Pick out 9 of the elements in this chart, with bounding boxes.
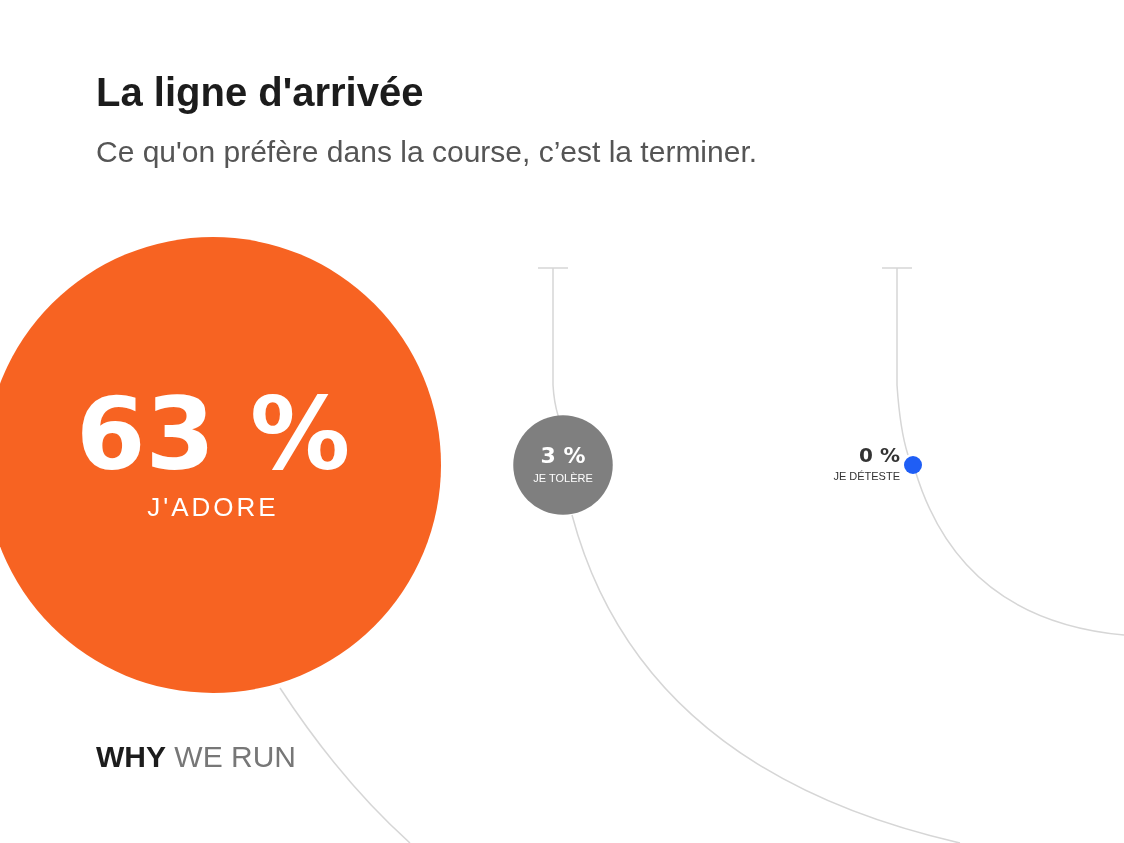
data-label: 63 % xyxy=(75,375,351,493)
text: Ce qu'on préfère dans la course, c’est la terminer. xyxy=(96,135,758,169)
category-label: J'ADORE xyxy=(147,492,279,523)
text: La ligne d'arrivée xyxy=(96,70,424,115)
data-label: 0 % xyxy=(859,443,900,468)
category-label: JE TOLÈRE xyxy=(533,472,593,485)
category-label: JE DÉTESTE xyxy=(833,470,900,483)
text: WHY WE RUN xyxy=(96,740,296,773)
data-label: 3 % xyxy=(540,442,586,468)
